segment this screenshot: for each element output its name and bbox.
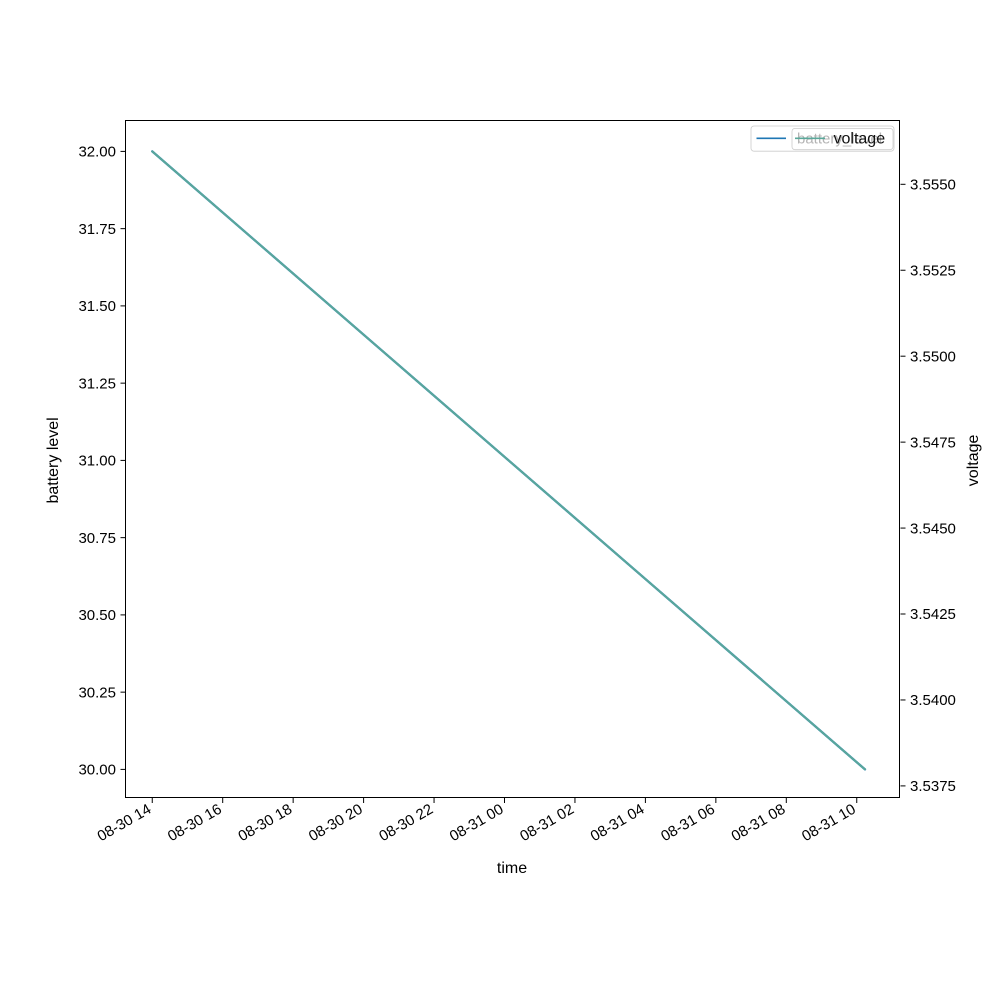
- svg-text:3.5500: 3.5500: [910, 348, 956, 365]
- svg-text:31.50: 31.50: [78, 298, 116, 315]
- svg-text:time: time: [497, 860, 527, 877]
- svg-text:voltage: voltage: [834, 131, 886, 148]
- svg-text:3.5400: 3.5400: [910, 692, 956, 709]
- svg-text:31.75: 31.75: [78, 221, 116, 238]
- svg-text:3.5525: 3.5525: [910, 262, 956, 279]
- svg-text:3.5375: 3.5375: [910, 778, 956, 795]
- svg-text:30.00: 30.00: [78, 762, 116, 779]
- svg-text:battery level: battery level: [45, 417, 62, 503]
- svg-text:30.25: 30.25: [78, 684, 116, 701]
- svg-text:3.5425: 3.5425: [910, 606, 956, 623]
- svg-text:3.5450: 3.5450: [910, 520, 956, 537]
- svg-text:voltage: voltage: [965, 435, 982, 487]
- svg-text:3.5475: 3.5475: [910, 434, 956, 451]
- svg-text:30.75: 30.75: [78, 530, 116, 547]
- svg-text:32.00: 32.00: [78, 144, 116, 161]
- svg-text:3.5550: 3.5550: [910, 177, 956, 194]
- svg-text:30.50: 30.50: [78, 607, 116, 624]
- svg-text:31.25: 31.25: [78, 375, 116, 392]
- svg-text:31.00: 31.00: [78, 453, 116, 470]
